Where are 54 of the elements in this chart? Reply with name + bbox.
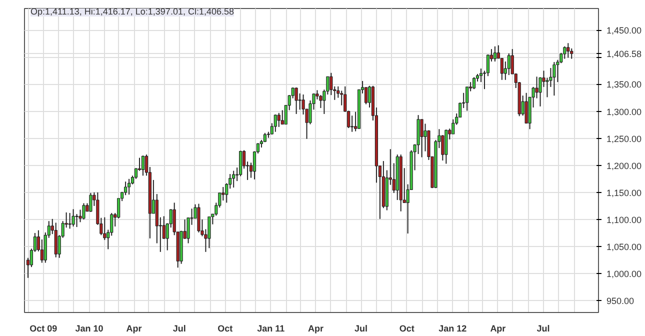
candlestick (420, 118, 424, 158)
candlestick (68, 212, 72, 230)
x-tick-label: Jul (536, 324, 550, 334)
candlestick (566, 42, 570, 58)
x-tick-label: Oct (399, 324, 414, 334)
y-tick-label: 1,350.00 (606, 80, 642, 90)
candlestick (466, 86, 469, 112)
y-tick-label: 1,300.00 (606, 106, 642, 117)
candlestick (54, 222, 58, 258)
y-tick-label: 1,450.00 (606, 26, 642, 36)
candlestick (72, 208, 75, 227)
candlestick (535, 76, 538, 99)
candlestick (232, 170, 236, 188)
candlestick (294, 86, 298, 114)
y-tick-label: 1,050.00 (606, 242, 642, 252)
candlestick (330, 72, 333, 96)
candlestick (507, 52, 510, 76)
y-tick-label: 1,000.00 (606, 269, 642, 280)
candlestick (524, 92, 528, 124)
x-tick-label: Jan 12 (438, 324, 467, 334)
candlestick (124, 181, 128, 196)
y-tick-label: 1,150.00 (606, 188, 642, 198)
x-tick-label: Oct 09 (30, 324, 58, 334)
x-tick-label: Apr (126, 324, 142, 334)
y-tick-label: 950.00 (606, 296, 634, 306)
candlestick (222, 186, 225, 202)
candlestick (239, 150, 242, 177)
x-tick-label: Oct (218, 324, 233, 334)
x-tick-label: Apr (308, 324, 324, 334)
candlestick (552, 62, 556, 96)
x-tick-label: Jul (172, 324, 186, 334)
candlestick (277, 112, 280, 128)
candlestick (82, 202, 86, 220)
candlestick (78, 209, 82, 223)
candlestick (75, 214, 78, 228)
x-tick-label: Jan 10 (75, 324, 104, 334)
candlestick (274, 114, 277, 132)
x-tick-label: Jul (354, 324, 368, 334)
candlestick (103, 216, 106, 241)
y-tick-label: 1,250.00 (606, 134, 642, 144)
x-tick-label: Apr (490, 324, 506, 334)
candlestick (493, 46, 496, 62)
candlestick (141, 155, 145, 176)
candlestick (128, 178, 131, 196)
candlestick (197, 203, 200, 233)
candlestick (208, 216, 211, 249)
candlestick (89, 192, 92, 212)
candlestick (350, 115, 354, 132)
x-tick-label: Jan 11 (257, 324, 285, 334)
y-tick-label: 1,406.58 (606, 49, 642, 60)
y-tick-label: 1,200.00 (606, 160, 642, 171)
candlestick (563, 46, 566, 60)
candlestick (472, 76, 476, 90)
y-tick-label: 1,100.00 (606, 214, 642, 225)
